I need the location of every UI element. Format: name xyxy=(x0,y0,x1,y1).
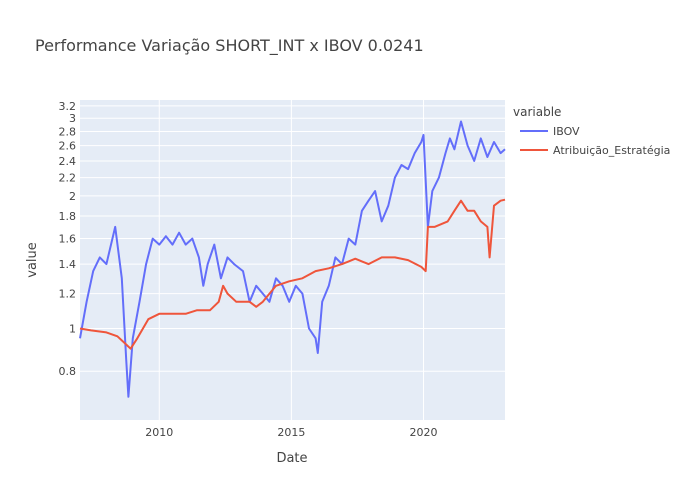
y-tick-label: 1.6 xyxy=(59,233,77,246)
x-tick-label: 2015 xyxy=(277,426,305,439)
y-tick-label: 1.4 xyxy=(59,258,77,271)
series-layer xyxy=(79,120,506,398)
x-axis-ticks: 2010 2015 2020 xyxy=(145,426,437,439)
y-tick-label: 2.2 xyxy=(59,172,77,185)
legend-title: variable xyxy=(513,105,561,119)
y-tick-label: 3.2 xyxy=(59,100,77,113)
plot-area[interactable] xyxy=(80,100,505,420)
series-line[interactable] xyxy=(79,120,506,398)
x-tick-label: 2010 xyxy=(145,426,173,439)
y-tick-label: 1.8 xyxy=(59,210,77,223)
legend-label: IBOV xyxy=(553,125,580,138)
y-tick-label: 1 xyxy=(69,323,76,336)
y-axis-title: value xyxy=(25,242,40,278)
y-tick-label: 2.6 xyxy=(59,140,77,153)
y-axis-ticks: 0.8 1 1.2 1.4 1.6 1.8 2 2.2 2.4 2.6 2.833.2 xyxy=(59,100,77,378)
legend-item[interactable]: IBOV xyxy=(520,125,580,138)
y-tick-label: 3 xyxy=(69,112,76,125)
series-line[interactable] xyxy=(79,198,506,350)
y-tick-label: 2.4 xyxy=(59,155,77,168)
x-axis-title: Date xyxy=(276,451,307,466)
y-tick-label: 1.2 xyxy=(59,288,77,301)
y-tick-label: 0.8 xyxy=(59,365,77,378)
legend-items: IBOV Atribuição_Estratégia xyxy=(520,125,670,157)
legend: variable IBOV Atribuição_Estratégia xyxy=(513,105,670,157)
legend-item[interactable]: Atribuição_Estratégia xyxy=(520,144,670,157)
y-tick-label: 2.8 xyxy=(59,125,77,138)
y-tick-label: 2 xyxy=(69,190,76,203)
chart-title: Performance Variação SHORT_INT x IBOV 0.… xyxy=(35,36,424,56)
x-tick-label: 2020 xyxy=(410,426,438,439)
legend-label: Atribuição_Estratégia xyxy=(553,144,670,157)
